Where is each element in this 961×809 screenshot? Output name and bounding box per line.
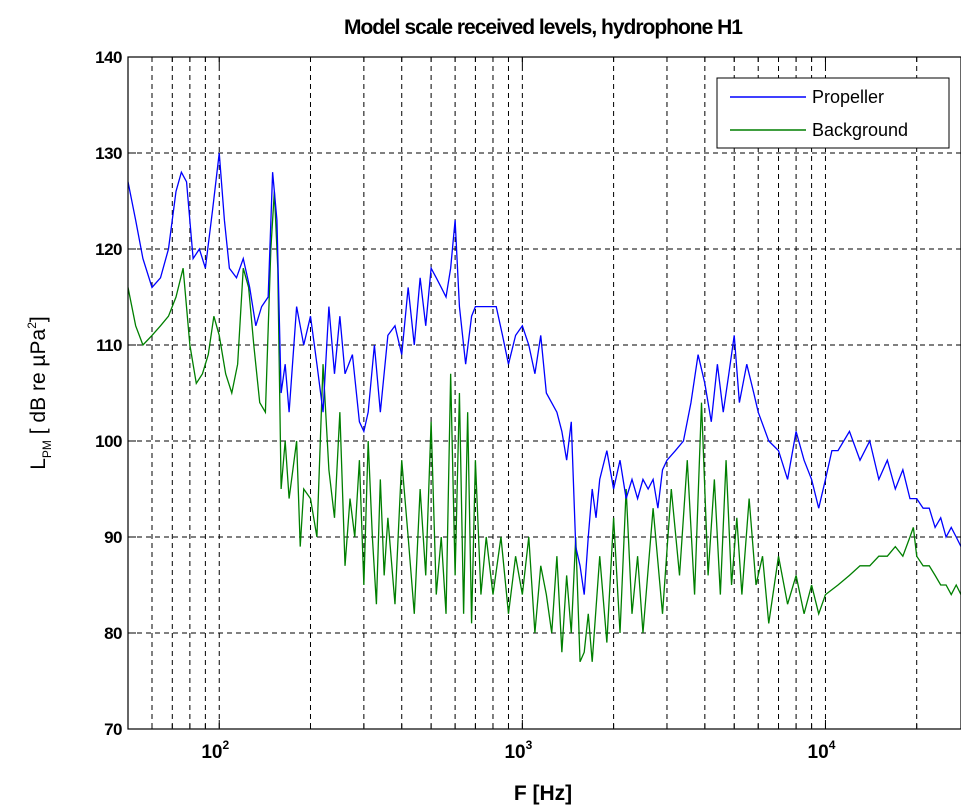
x-axis-label: F [Hz] bbox=[514, 782, 572, 805]
y-tick-labels: 70 80 90 100 110 120 130 140 bbox=[95, 48, 122, 739]
legend: Propeller Background bbox=[716, 77, 950, 149]
x-tick-label-base: 10 bbox=[808, 742, 829, 763]
y-tick-label: 130 bbox=[95, 144, 122, 163]
axis-ticks bbox=[127, 56, 918, 730]
series-background-line bbox=[128, 191, 961, 663]
legend-label-propeller: Propeller bbox=[812, 87, 884, 107]
x-tick-label: 102 bbox=[201, 738, 229, 763]
y-tick-label: 140 bbox=[95, 48, 122, 67]
plot-area bbox=[128, 57, 961, 729]
y-axis-label: LPM [ dB re µPa2] bbox=[25, 316, 54, 470]
legend-box bbox=[716, 77, 950, 149]
x-tick-labels: 102 103 104 bbox=[201, 738, 835, 763]
legend-label-background: Background bbox=[812, 120, 908, 140]
x-tick-label: 104 bbox=[808, 738, 836, 763]
x-tick-label-base: 10 bbox=[201, 742, 222, 763]
y-tick-label: 110 bbox=[96, 336, 122, 355]
series-propeller-line bbox=[128, 152, 961, 595]
x-tick-label-exponent: 4 bbox=[829, 738, 836, 752]
x-tick-label-base: 10 bbox=[504, 742, 525, 763]
y-tick-label: 100 bbox=[95, 432, 122, 451]
chart-title: Model scale received levels, hydrophone … bbox=[344, 16, 743, 39]
x-tick-label-exponent: 2 bbox=[222, 738, 229, 752]
grid bbox=[127, 57, 961, 729]
x-tick-label: 103 bbox=[504, 738, 532, 763]
y-tick-label: 70 bbox=[104, 720, 122, 739]
y-tick-label: 120 bbox=[95, 240, 122, 259]
plot-frame bbox=[127, 56, 961, 730]
x-tick-label-exponent: 3 bbox=[526, 738, 533, 752]
y-tick-label: 90 bbox=[104, 528, 122, 547]
y-tick-label: 80 bbox=[104, 624, 122, 643]
